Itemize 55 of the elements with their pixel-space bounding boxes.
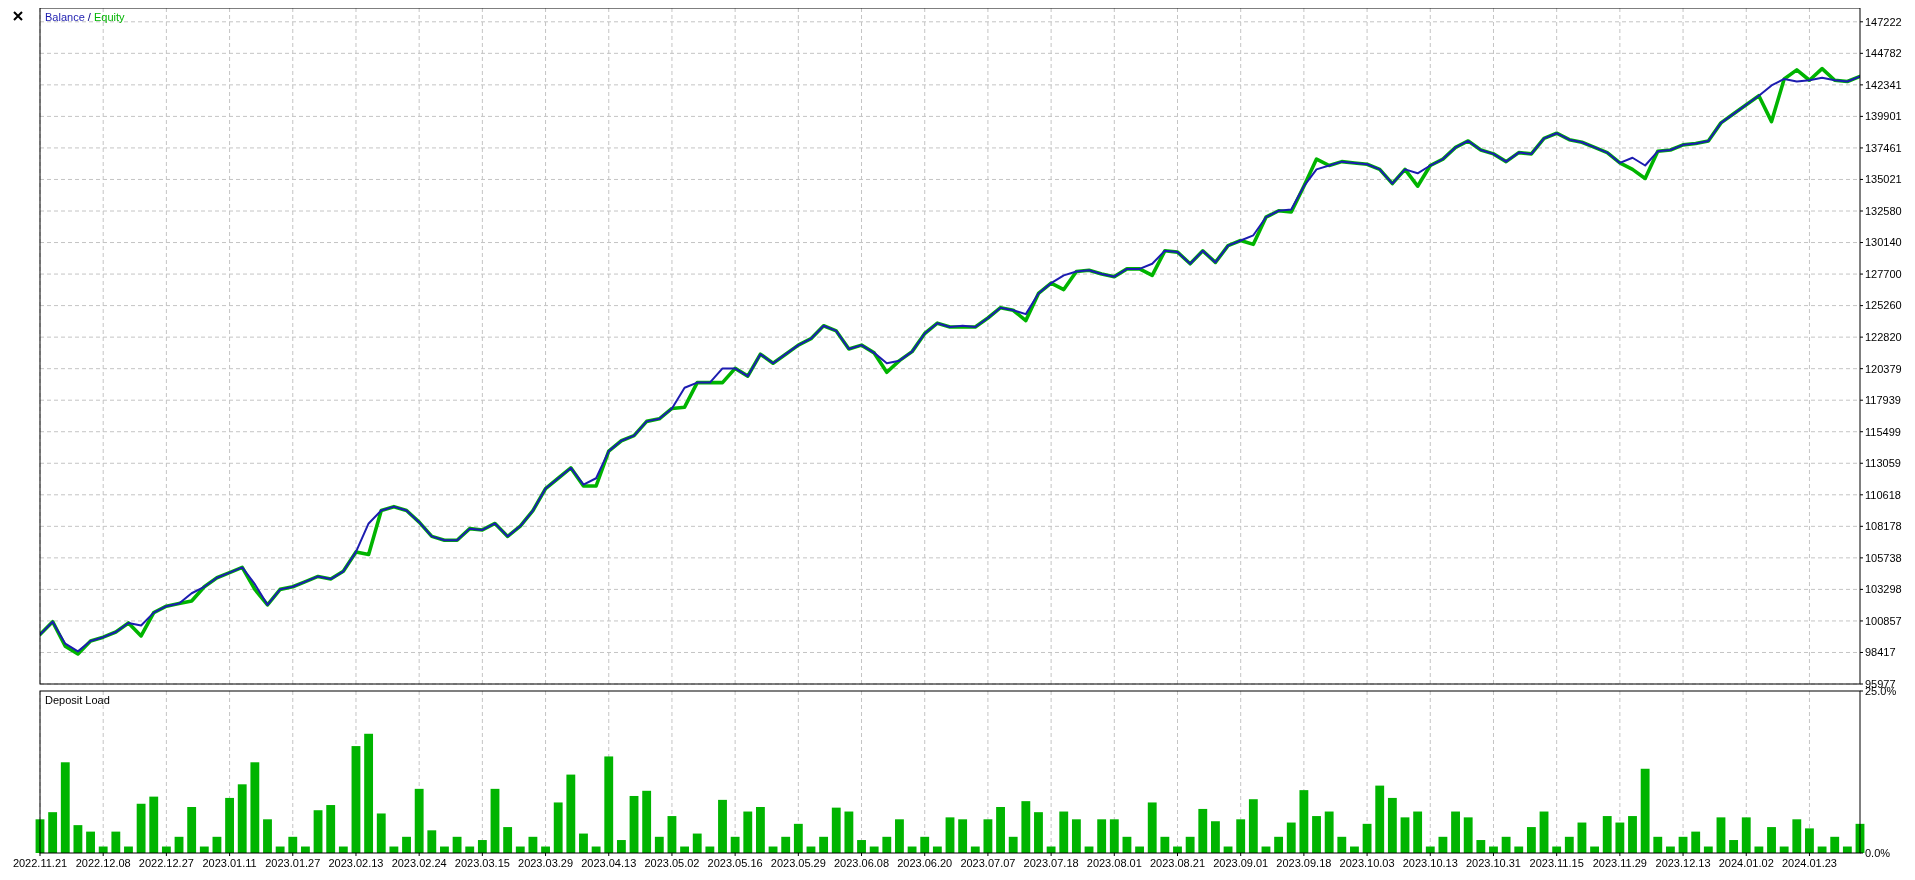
x-tick-label: 2023.10.13: [1402, 857, 1458, 869]
x-tick-label: 2023.05.16: [707, 857, 763, 869]
x-tick-label: 2023.06.20: [897, 857, 953, 869]
y-tick-label: 144782: [1865, 47, 1902, 60]
y-tick-label: 147222: [1865, 15, 1902, 28]
x-tick-label: 2023.07.07: [960, 857, 1016, 869]
y-tick-label: 135021: [1865, 173, 1902, 186]
x-tick-label: 2023.02.24: [391, 857, 447, 869]
y-tick-label: 113059: [1865, 457, 1901, 470]
x-tick-label: 2022.11.21: [12, 857, 68, 869]
y-tick-label: 110618: [1865, 488, 1901, 501]
y-tick-label: 130140: [1865, 236, 1902, 249]
y-tick-label: 103298: [1865, 583, 1902, 596]
y-tick-label: 127700: [1865, 267, 1902, 280]
x-tick-label: 2023.02.13: [328, 857, 384, 869]
y-tick-label: 120379: [1865, 362, 1902, 375]
x-tick-label: 2023.05.29: [770, 857, 826, 869]
x-tick-label: 2023.07.18: [1023, 857, 1079, 869]
x-tick-label: 2023.08.21: [1149, 857, 1206, 869]
y-tick-label: 0.0%: [1865, 846, 1891, 859]
x-tick-label: 2024.01.23: [1781, 857, 1837, 869]
x-tick-label: 2023.05.02: [644, 857, 700, 869]
y-tick-label: 98417: [1865, 646, 1896, 659]
y-tick-label: 142341: [1865, 78, 1902, 91]
y-tick-label: 115499: [1865, 425, 1901, 438]
x-tick-label: 2023.11.15: [1529, 857, 1584, 869]
y-tick-label: 105738: [1865, 551, 1902, 564]
y-tick-label: 125260: [1865, 299, 1902, 312]
x-tick-label: 2023.04.13: [581, 857, 637, 869]
annotation: /: [84, 11, 94, 23]
x-tick-label: 2022.12.27: [138, 857, 194, 869]
x-tick-label: 2023.01.27: [265, 857, 321, 869]
x-tick-label: 2023.06.08: [834, 857, 890, 869]
x-tick-label: 2023.09.01: [1213, 857, 1269, 869]
y-tick-label: 122820: [1865, 330, 1902, 343]
y-tick-label: 139901: [1865, 110, 1902, 123]
chart-title: Deposit Load: [45, 694, 110, 706]
text: Equity: [93, 11, 126, 23]
x-tick-label: 2023.10.31: [1465, 857, 1521, 869]
x-tick-label: 2023.12.13: [1655, 857, 1711, 869]
y-tick-label: 100857: [1865, 614, 1902, 627]
x-tick-label: 2023.03.15: [454, 857, 510, 869]
x-tick-label: 2023.01.11: [202, 857, 257, 869]
x-tick-label: 2023.03.29: [518, 857, 574, 869]
text: Balance: [45, 11, 85, 23]
y-tick-label: 137461: [1865, 141, 1902, 154]
y-tick-label: 117939: [1865, 394, 1901, 407]
x-tick-label: 2023.10.03: [1339, 857, 1395, 869]
y-tick-label: 108178: [1865, 520, 1902, 533]
x-tick-label: 2023.08.01: [1086, 857, 1142, 869]
x-tick-label: 2023.11.29: [1592, 857, 1647, 869]
x-tick-label: 2023.09.18: [1276, 857, 1332, 869]
y-tick-label: 132580: [1865, 204, 1902, 217]
x-tick-label: 2022.12.08: [75, 857, 131, 869]
x-tick-label: 2024.01.02: [1718, 857, 1774, 869]
